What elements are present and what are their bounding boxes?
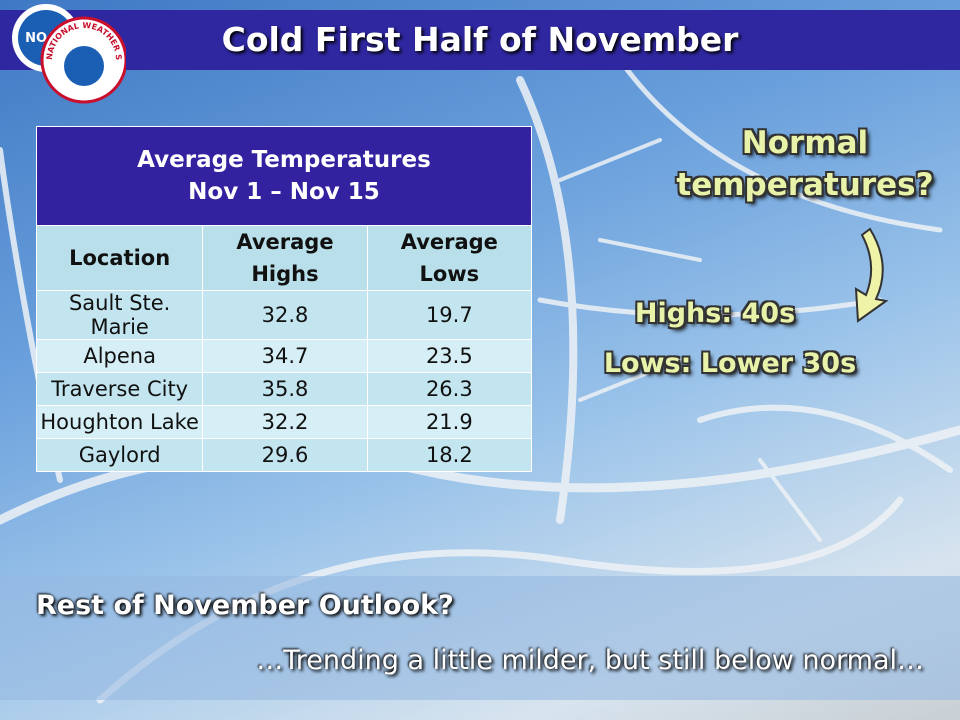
slide-title: Cold First Half of November bbox=[221, 20, 739, 59]
value-cell: 32.2 bbox=[202, 405, 368, 439]
arrow bbox=[854, 227, 889, 323]
callout-question: Normal temperatures? bbox=[676, 125, 934, 203]
location-cell: Houghton Lake bbox=[35, 405, 204, 439]
temperature-table: Average Temperatures Nov 1 – Nov 15 Locat… bbox=[35, 126, 533, 472]
location-cell: Gaylord bbox=[35, 438, 204, 472]
column-header: Average Lows bbox=[366, 225, 533, 291]
logo: NOAA NATIONAL WEATHER SERVICE bbox=[2, 2, 126, 104]
callout-lows: Lows: Lower 30s bbox=[603, 348, 857, 379]
location-cell: Traverse City bbox=[35, 372, 204, 406]
table-row: Houghton Lake 32.2 21.9 bbox=[35, 405, 533, 439]
value-cell: 35.8 bbox=[202, 372, 368, 406]
table-row: Sault Ste. Marie 32.8 19.7 bbox=[35, 290, 533, 340]
table-title-line: Nov 1 – Nov 15 bbox=[188, 179, 380, 205]
footer-band bbox=[0, 576, 960, 700]
value-cell: 23.5 bbox=[366, 339, 533, 373]
value-cell: 26.3 bbox=[366, 372, 533, 406]
value-cell: 21.9 bbox=[366, 405, 533, 439]
table-row: Alpena 34.7 23.5 bbox=[35, 339, 533, 373]
footer-note: …Trending a little milder, but still bel… bbox=[256, 645, 924, 676]
callout-highs: Highs: 40s bbox=[634, 298, 796, 329]
value-cell: 19.7 bbox=[366, 290, 533, 340]
title-bar bbox=[0, 10, 960, 70]
column-header: Average Highs bbox=[202, 225, 368, 291]
location-cell: Sault Ste. Marie bbox=[35, 290, 204, 340]
table-title: Average Temperatures Nov 1 – Nov 15 bbox=[36, 126, 532, 226]
table-row: Traverse City 35.8 26.3 bbox=[35, 372, 533, 406]
column-header: Location bbox=[35, 225, 204, 291]
value-cell: 32.8 bbox=[202, 290, 368, 340]
value-cell: 29.6 bbox=[202, 438, 368, 472]
footer-heading: Rest of November Outlook? bbox=[36, 590, 454, 621]
value-cell: 18.2 bbox=[366, 438, 533, 472]
table-title-line: Average Temperatures bbox=[137, 147, 431, 173]
table-row: Gaylord 29.6 18.2 bbox=[35, 438, 533, 472]
location-cell: Alpena bbox=[35, 339, 204, 373]
value-cell: 34.7 bbox=[202, 339, 368, 373]
